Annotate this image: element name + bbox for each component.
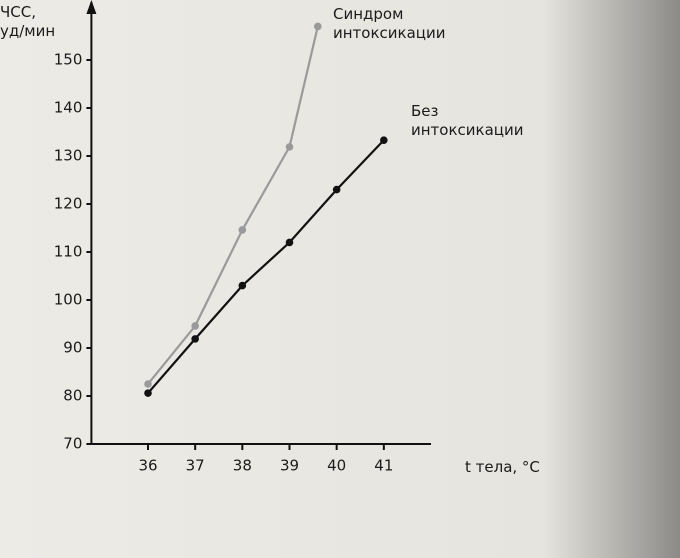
y-tick-label: 130 (54, 147, 83, 165)
y-axis-arrow (86, 0, 97, 14)
x-tick-label: 41 (374, 457, 393, 475)
series-line (147, 26, 319, 385)
x-tick-label: 36 (138, 457, 157, 475)
data-point (285, 143, 294, 151)
y-tick-label: 120 (54, 195, 83, 213)
data-point (144, 380, 152, 388)
data-point (332, 185, 341, 194)
data-point (314, 22, 322, 31)
x-tick-label: 37 (186, 457, 205, 475)
y-tick-label: 90 (63, 339, 82, 357)
data-point (238, 226, 247, 234)
x-tick-label: 40 (327, 457, 346, 475)
y-tick-label: 140 (54, 99, 83, 117)
y-axis-label: ЧСС, уд/мин (0, 3, 56, 40)
x-axis-label: t тела, °C (465, 458, 540, 476)
series-label: Синдром интоксикации (333, 5, 446, 42)
x-tick-label: 38 (233, 457, 252, 475)
series-line (147, 139, 385, 394)
y-tick-label: 150 (54, 51, 83, 69)
data-point (238, 281, 247, 290)
y-tick-label: 100 (54, 291, 83, 309)
series-label: Без интоксикации (411, 102, 524, 139)
data-point (144, 389, 152, 397)
y-tick-label: 70 (63, 435, 82, 453)
data-point (191, 322, 199, 330)
x-tick-label: 39 (280, 457, 299, 475)
data-point (191, 335, 199, 343)
y-tick-label: 110 (54, 243, 83, 261)
data-point (380, 136, 388, 144)
y-tick-label: 80 (63, 387, 82, 405)
data-point (285, 238, 294, 247)
